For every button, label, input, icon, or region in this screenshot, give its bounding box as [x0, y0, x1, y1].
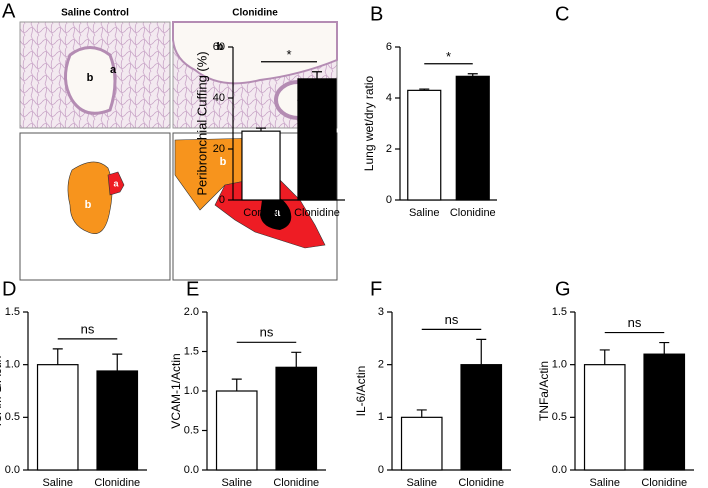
vessel-area [260, 196, 292, 230]
x-tick-label: Saline [221, 477, 252, 488]
bar [407, 89, 442, 201]
error-bar [476, 338, 487, 365]
bar [36, 364, 79, 471]
y-axis-label: Peribronchial Cuffing (%) [194, 51, 209, 195]
y-tick-label: 0 [219, 194, 225, 206]
marker: b [220, 156, 227, 168]
y-tick-label: 60 [213, 41, 225, 53]
y-tick-label: 2 [386, 143, 392, 155]
x-tick-label: Clonidine [294, 207, 340, 219]
panel-letter: E [186, 278, 199, 300]
error-bar [291, 351, 302, 368]
significance-label: ns [260, 325, 274, 340]
bar [275, 366, 318, 471]
panel-letter: G [555, 278, 571, 300]
y-tick-label: 1.0 [184, 385, 199, 397]
error-bar [467, 73, 478, 77]
x-tick-label: Clonidine [94, 477, 140, 488]
bar [455, 75, 490, 201]
y-tick-label: 3 [378, 306, 384, 318]
y-axis-label: TNFa/Actin [537, 361, 551, 421]
marker: b [217, 41, 224, 53]
bar [583, 364, 626, 471]
bar [241, 130, 281, 201]
x-tick-label: Clonidine [641, 477, 687, 488]
error-bar [659, 341, 670, 355]
y-tick-label: 0.0 [5, 464, 20, 476]
y-tick-label: 0.5 [184, 424, 199, 436]
y-tick-label: 2 [378, 359, 384, 371]
y-tick-label: 0 [378, 464, 384, 476]
airway [172, 21, 338, 85]
x-tick-label: Saline [42, 477, 73, 488]
panel-letter: B [370, 3, 383, 25]
error-bar [52, 348, 63, 365]
y-tick-label: 1.0 [5, 359, 20, 371]
y-tick-label: 4 [386, 92, 392, 104]
y-tick-label: 6 [386, 41, 392, 53]
y-tick-label: 1.0 [552, 359, 567, 371]
marker: b [85, 199, 92, 211]
error-bar [312, 71, 322, 79]
y-tick-label: 20 [213, 143, 225, 155]
bar [215, 390, 258, 471]
marker: a [110, 64, 117, 76]
airway-area [67, 161, 113, 234]
bar [460, 364, 503, 471]
error-bar [231, 378, 242, 391]
marker: b [87, 72, 94, 84]
marker: a [274, 207, 281, 219]
panel-letter: C [555, 3, 569, 25]
x-tick-label: Saline [409, 207, 440, 219]
panel-letter: D [2, 278, 16, 300]
y-axis-label: IL-6/Actin [354, 366, 368, 417]
panel-a: A Saline Control Clonidine b a b a b a b… [2, 0, 338, 281]
x-tick-label: Clonidine [458, 477, 504, 488]
error-bar [419, 88, 430, 91]
x-tick-label: Clonidine [273, 477, 319, 488]
y-tick-label: 0.5 [5, 411, 20, 423]
error-bar [416, 409, 427, 418]
y-tick-label: 2.0 [184, 306, 199, 318]
column-title: Saline Control [61, 8, 129, 19]
y-tick-label: 1.5 [5, 306, 20, 318]
x-tick-label: Saline [589, 477, 620, 488]
significance-label: * [286, 47, 291, 62]
error-bar [112, 353, 123, 371]
y-tick-label: 0.0 [552, 464, 567, 476]
y-tick-label: 1 [378, 411, 384, 423]
y-axis-label: VCAM-1/Actin [169, 353, 183, 428]
panel-letter: F [370, 278, 382, 300]
y-tick-label: 0 [386, 194, 392, 206]
x-tick-label: Saline [406, 477, 437, 488]
bar [400, 416, 443, 471]
bar [297, 78, 337, 201]
significance-label: * [446, 49, 451, 64]
bar [643, 353, 686, 471]
cuff-area [107, 171, 125, 196]
y-tick-label: 0.0 [184, 464, 199, 476]
significance-label: ns [81, 321, 95, 336]
y-tick-label: 1.5 [552, 306, 567, 318]
column-title: Clonidine [232, 8, 278, 19]
panel-letter: A [2, 0, 16, 22]
y-tick-label: 40 [213, 92, 225, 104]
significance-label: ns [628, 315, 642, 330]
y-tick-label: 1.5 [184, 345, 199, 357]
x-tick-label: Control [243, 207, 278, 219]
y-tick-label: 0.5 [552, 411, 567, 423]
y-axis-label: ICAM-1/Actin [0, 356, 4, 427]
airway [64, 46, 117, 115]
x-tick-label: Clonidine [450, 207, 496, 219]
bar [96, 370, 139, 471]
marker: a [113, 178, 119, 188]
error-bar [599, 349, 610, 365]
significance-label: ns [445, 312, 459, 327]
y-axis-label: Lung wet/dry ratio [362, 75, 376, 171]
error-bar [256, 127, 266, 132]
